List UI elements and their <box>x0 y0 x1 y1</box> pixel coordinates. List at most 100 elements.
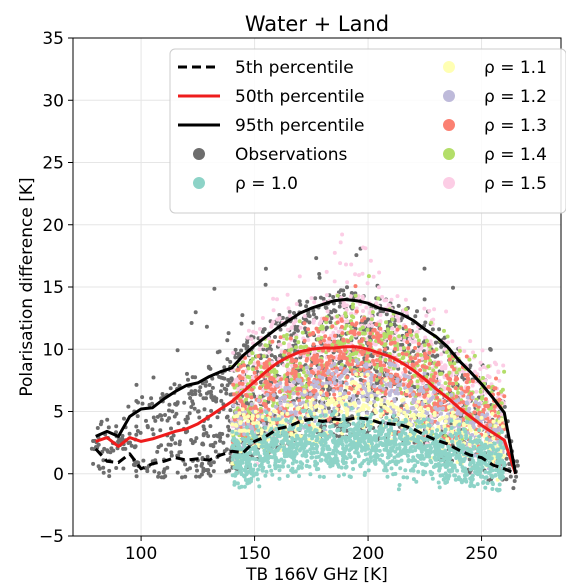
observation-point <box>333 309 338 314</box>
rho-point <box>401 346 406 350</box>
rho-point <box>477 428 482 433</box>
rho-point <box>443 419 448 424</box>
rho-point <box>477 434 482 439</box>
observation-point <box>116 439 121 444</box>
observation-point <box>225 357 230 362</box>
observation-point <box>224 447 229 452</box>
rho-point <box>338 391 342 396</box>
observation-point <box>167 408 171 413</box>
observation-point <box>214 433 219 438</box>
observation-point <box>127 431 132 436</box>
observation-point <box>314 256 319 261</box>
rho-point <box>388 384 393 389</box>
rho-point <box>311 357 316 362</box>
rho-point <box>426 342 431 347</box>
rho-point <box>435 395 440 400</box>
rho-point <box>365 281 370 286</box>
rho-point <box>300 330 305 335</box>
observation-point <box>215 415 220 420</box>
chart-title: Water + Land <box>245 12 389 36</box>
observation-point <box>293 324 298 329</box>
rho-point <box>324 269 329 274</box>
rho-point <box>422 351 427 356</box>
rho-point <box>342 370 347 375</box>
rho-point <box>427 308 432 313</box>
rho-point <box>321 348 325 353</box>
rho-point <box>256 421 261 425</box>
rho-point <box>366 406 371 411</box>
rho-point <box>452 415 457 420</box>
observation-point <box>204 396 208 401</box>
rho-point <box>384 382 389 387</box>
rho-point <box>329 364 334 369</box>
rho-point <box>289 326 294 331</box>
observation-point <box>261 347 266 352</box>
rho-point <box>280 395 285 400</box>
rho-point <box>386 303 391 307</box>
rho-point <box>414 404 419 409</box>
rho-point <box>278 335 283 340</box>
rho-point <box>432 307 437 312</box>
rho-point <box>246 328 251 333</box>
observation-point <box>177 442 182 447</box>
rho-point <box>304 405 309 410</box>
observation-point <box>422 297 427 302</box>
observation-point <box>165 465 170 470</box>
rho-point <box>502 369 507 374</box>
rho-point <box>436 381 441 386</box>
rho-point <box>383 391 388 396</box>
rho-point <box>388 334 393 339</box>
rho-point <box>332 375 337 380</box>
rho-point <box>324 363 329 368</box>
observation-point <box>317 272 322 276</box>
rho-point <box>396 318 401 323</box>
rho-point <box>286 464 291 469</box>
rho-point <box>260 316 265 320</box>
rho-point <box>235 377 240 382</box>
rho-point <box>418 353 423 357</box>
rho-point <box>284 364 289 369</box>
rho-point <box>417 358 422 363</box>
rho-point <box>369 317 374 322</box>
rho-point <box>308 392 313 397</box>
observation-point <box>172 414 177 419</box>
rho-point <box>502 394 507 399</box>
rho-point <box>360 423 365 428</box>
observation-point <box>193 392 198 396</box>
rho-point <box>332 250 337 255</box>
observation-point <box>323 305 328 310</box>
rho-point <box>331 355 336 360</box>
rho-point <box>387 361 392 366</box>
observation-point <box>157 471 161 476</box>
rho-point <box>458 412 463 417</box>
observation-point <box>241 343 246 348</box>
rho-point <box>423 399 428 404</box>
rho-point <box>253 404 258 409</box>
rho-point <box>345 407 350 412</box>
rho-point <box>267 464 272 469</box>
rho-point <box>454 436 459 441</box>
rho-point <box>335 314 340 319</box>
observation-point <box>222 376 227 381</box>
observation-point <box>298 302 303 307</box>
rho-point <box>420 356 424 361</box>
rho-point <box>312 350 317 355</box>
observation-point <box>166 442 171 447</box>
observation-point <box>114 430 118 435</box>
rho-point <box>452 367 457 372</box>
rho-point <box>289 403 294 408</box>
rho-point <box>240 407 245 412</box>
rho-point <box>320 381 325 386</box>
rho-point <box>441 406 445 411</box>
rho-point <box>375 390 380 395</box>
rho-point <box>279 349 284 354</box>
rho-point <box>420 388 425 393</box>
rho-point <box>446 376 451 381</box>
rho-point <box>245 335 250 340</box>
observation-point <box>430 327 435 332</box>
rho-point <box>485 481 490 486</box>
rho-point <box>348 402 353 407</box>
rho-point <box>406 346 411 351</box>
rho-point <box>368 331 373 336</box>
rho-point <box>275 297 279 302</box>
